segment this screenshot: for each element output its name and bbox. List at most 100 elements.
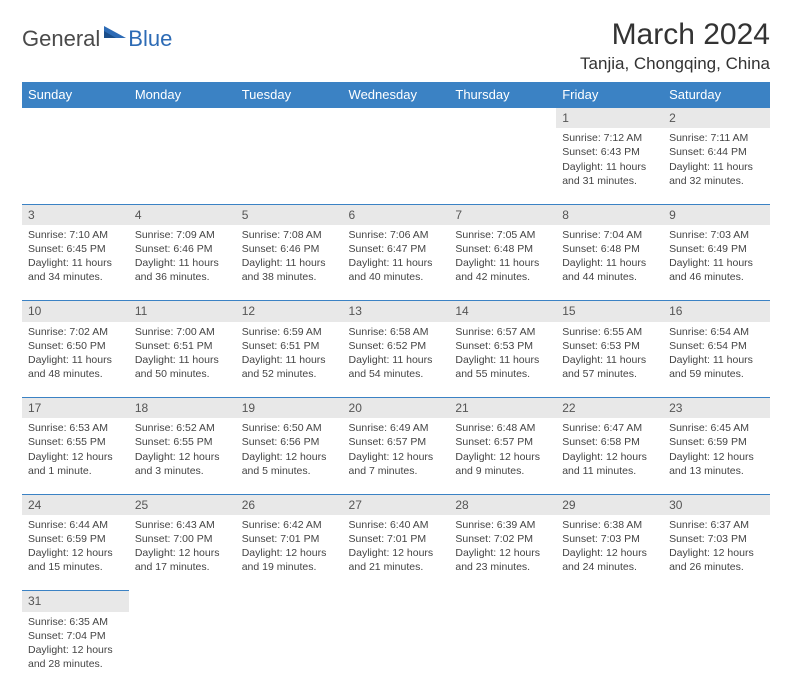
daylight-text: Daylight: 12 hours and 23 minutes.	[455, 546, 550, 574]
daylight-text: Daylight: 12 hours and 28 minutes.	[28, 643, 123, 671]
day-header: Saturday	[663, 82, 770, 108]
daylight-text: Daylight: 12 hours and 17 minutes.	[135, 546, 230, 574]
sunset-text: Sunset: 7:03 PM	[669, 532, 764, 546]
sunrise-text: Sunrise: 7:12 AM	[562, 131, 657, 145]
day-number: 9	[663, 204, 770, 225]
daynum-row: 10111213141516	[22, 301, 770, 322]
day-number: 24	[22, 494, 129, 515]
sunset-text: Sunset: 6:59 PM	[669, 435, 764, 449]
sunset-text: Sunset: 6:53 PM	[455, 339, 550, 353]
sunset-text: Sunset: 7:04 PM	[28, 629, 123, 643]
sunrise-text: Sunrise: 6:59 AM	[242, 325, 337, 339]
sunset-text: Sunset: 6:57 PM	[349, 435, 444, 449]
day-header: Sunday	[22, 82, 129, 108]
daylight-text: Daylight: 11 hours and 46 minutes.	[669, 256, 764, 284]
day-number: 16	[663, 301, 770, 322]
day-detail: Sunrise: 7:04 AMSunset: 6:48 PMDaylight:…	[556, 225, 663, 301]
day-number	[556, 591, 663, 612]
daylight-text: Daylight: 12 hours and 15 minutes.	[28, 546, 123, 574]
detail-row: Sunrise: 6:44 AMSunset: 6:59 PMDaylight:…	[22, 515, 770, 591]
logo-text-dark: General	[22, 26, 100, 52]
sunrise-text: Sunrise: 6:45 AM	[669, 421, 764, 435]
day-detail	[343, 128, 450, 204]
sunset-text: Sunset: 6:47 PM	[349, 242, 444, 256]
sunrise-text: Sunrise: 6:39 AM	[455, 518, 550, 532]
day-detail: Sunrise: 7:11 AMSunset: 6:44 PMDaylight:…	[663, 128, 770, 204]
day-detail	[236, 612, 343, 688]
day-number: 3	[22, 204, 129, 225]
sunrise-text: Sunrise: 7:05 AM	[455, 228, 550, 242]
sunset-text: Sunset: 7:01 PM	[242, 532, 337, 546]
day-detail: Sunrise: 7:09 AMSunset: 6:46 PMDaylight:…	[129, 225, 236, 301]
detail-row: Sunrise: 7:12 AMSunset: 6:43 PMDaylight:…	[22, 128, 770, 204]
day-detail: Sunrise: 6:54 AMSunset: 6:54 PMDaylight:…	[663, 322, 770, 398]
day-detail	[129, 128, 236, 204]
day-header: Friday	[556, 82, 663, 108]
logo-text-blue: Blue	[128, 26, 172, 52]
sunset-text: Sunset: 7:03 PM	[562, 532, 657, 546]
sunrise-text: Sunrise: 6:48 AM	[455, 421, 550, 435]
sunrise-text: Sunrise: 6:42 AM	[242, 518, 337, 532]
day-detail	[22, 128, 129, 204]
day-detail: Sunrise: 6:37 AMSunset: 7:03 PMDaylight:…	[663, 515, 770, 591]
sunrise-text: Sunrise: 6:44 AM	[28, 518, 123, 532]
sunset-text: Sunset: 6:52 PM	[349, 339, 444, 353]
day-detail: Sunrise: 6:57 AMSunset: 6:53 PMDaylight:…	[449, 322, 556, 398]
day-number: 7	[449, 204, 556, 225]
detail-row: Sunrise: 7:10 AMSunset: 6:45 PMDaylight:…	[22, 225, 770, 301]
header: General Blue March 2024 Tanjia, Chongqin…	[22, 18, 770, 74]
day-detail	[236, 128, 343, 204]
sunrise-text: Sunrise: 7:10 AM	[28, 228, 123, 242]
day-number	[236, 108, 343, 129]
sunrise-text: Sunrise: 7:00 AM	[135, 325, 230, 339]
sunrise-text: Sunrise: 7:04 AM	[562, 228, 657, 242]
day-number: 12	[236, 301, 343, 322]
sunset-text: Sunset: 7:01 PM	[349, 532, 444, 546]
day-detail: Sunrise: 6:55 AMSunset: 6:53 PMDaylight:…	[556, 322, 663, 398]
sunrise-text: Sunrise: 7:11 AM	[669, 131, 764, 145]
day-header: Wednesday	[343, 82, 450, 108]
sunrise-text: Sunrise: 6:52 AM	[135, 421, 230, 435]
sunrise-text: Sunrise: 6:43 AM	[135, 518, 230, 532]
daylight-text: Daylight: 11 hours and 40 minutes.	[349, 256, 444, 284]
day-header: Monday	[129, 82, 236, 108]
day-number	[343, 108, 450, 129]
day-number: 6	[343, 204, 450, 225]
sunrise-text: Sunrise: 6:54 AM	[669, 325, 764, 339]
day-number: 30	[663, 494, 770, 515]
day-number: 20	[343, 398, 450, 419]
sunset-text: Sunset: 6:57 PM	[455, 435, 550, 449]
daynum-row: 12	[22, 108, 770, 129]
day-number: 23	[663, 398, 770, 419]
daynum-row: 17181920212223	[22, 398, 770, 419]
daylight-text: Daylight: 11 hours and 55 minutes.	[455, 353, 550, 381]
daylight-text: Daylight: 12 hours and 19 minutes.	[242, 546, 337, 574]
day-number	[22, 108, 129, 129]
day-detail: Sunrise: 6:58 AMSunset: 6:52 PMDaylight:…	[343, 322, 450, 398]
day-detail: Sunrise: 6:40 AMSunset: 7:01 PMDaylight:…	[343, 515, 450, 591]
day-detail: Sunrise: 6:44 AMSunset: 6:59 PMDaylight:…	[22, 515, 129, 591]
daylight-text: Daylight: 11 hours and 42 minutes.	[455, 256, 550, 284]
sunrise-text: Sunrise: 6:37 AM	[669, 518, 764, 532]
day-number	[449, 591, 556, 612]
day-detail: Sunrise: 7:05 AMSunset: 6:48 PMDaylight:…	[449, 225, 556, 301]
sunrise-text: Sunrise: 6:57 AM	[455, 325, 550, 339]
day-number: 22	[556, 398, 663, 419]
sunrise-text: Sunrise: 6:38 AM	[562, 518, 657, 532]
sunrise-text: Sunrise: 7:03 AM	[669, 228, 764, 242]
sunset-text: Sunset: 6:56 PM	[242, 435, 337, 449]
logo: General Blue	[22, 18, 172, 53]
day-number: 29	[556, 494, 663, 515]
daynum-row: 24252627282930	[22, 494, 770, 515]
daylight-text: Daylight: 11 hours and 57 minutes.	[562, 353, 657, 381]
day-header: Thursday	[449, 82, 556, 108]
day-number	[236, 591, 343, 612]
daylight-text: Daylight: 12 hours and 9 minutes.	[455, 450, 550, 478]
daylight-text: Daylight: 12 hours and 21 minutes.	[349, 546, 444, 574]
sunset-text: Sunset: 6:44 PM	[669, 145, 764, 159]
day-number: 31	[22, 591, 129, 612]
sunrise-text: Sunrise: 6:47 AM	[562, 421, 657, 435]
sunset-text: Sunset: 6:54 PM	[669, 339, 764, 353]
day-detail: Sunrise: 6:49 AMSunset: 6:57 PMDaylight:…	[343, 418, 450, 494]
day-number: 19	[236, 398, 343, 419]
